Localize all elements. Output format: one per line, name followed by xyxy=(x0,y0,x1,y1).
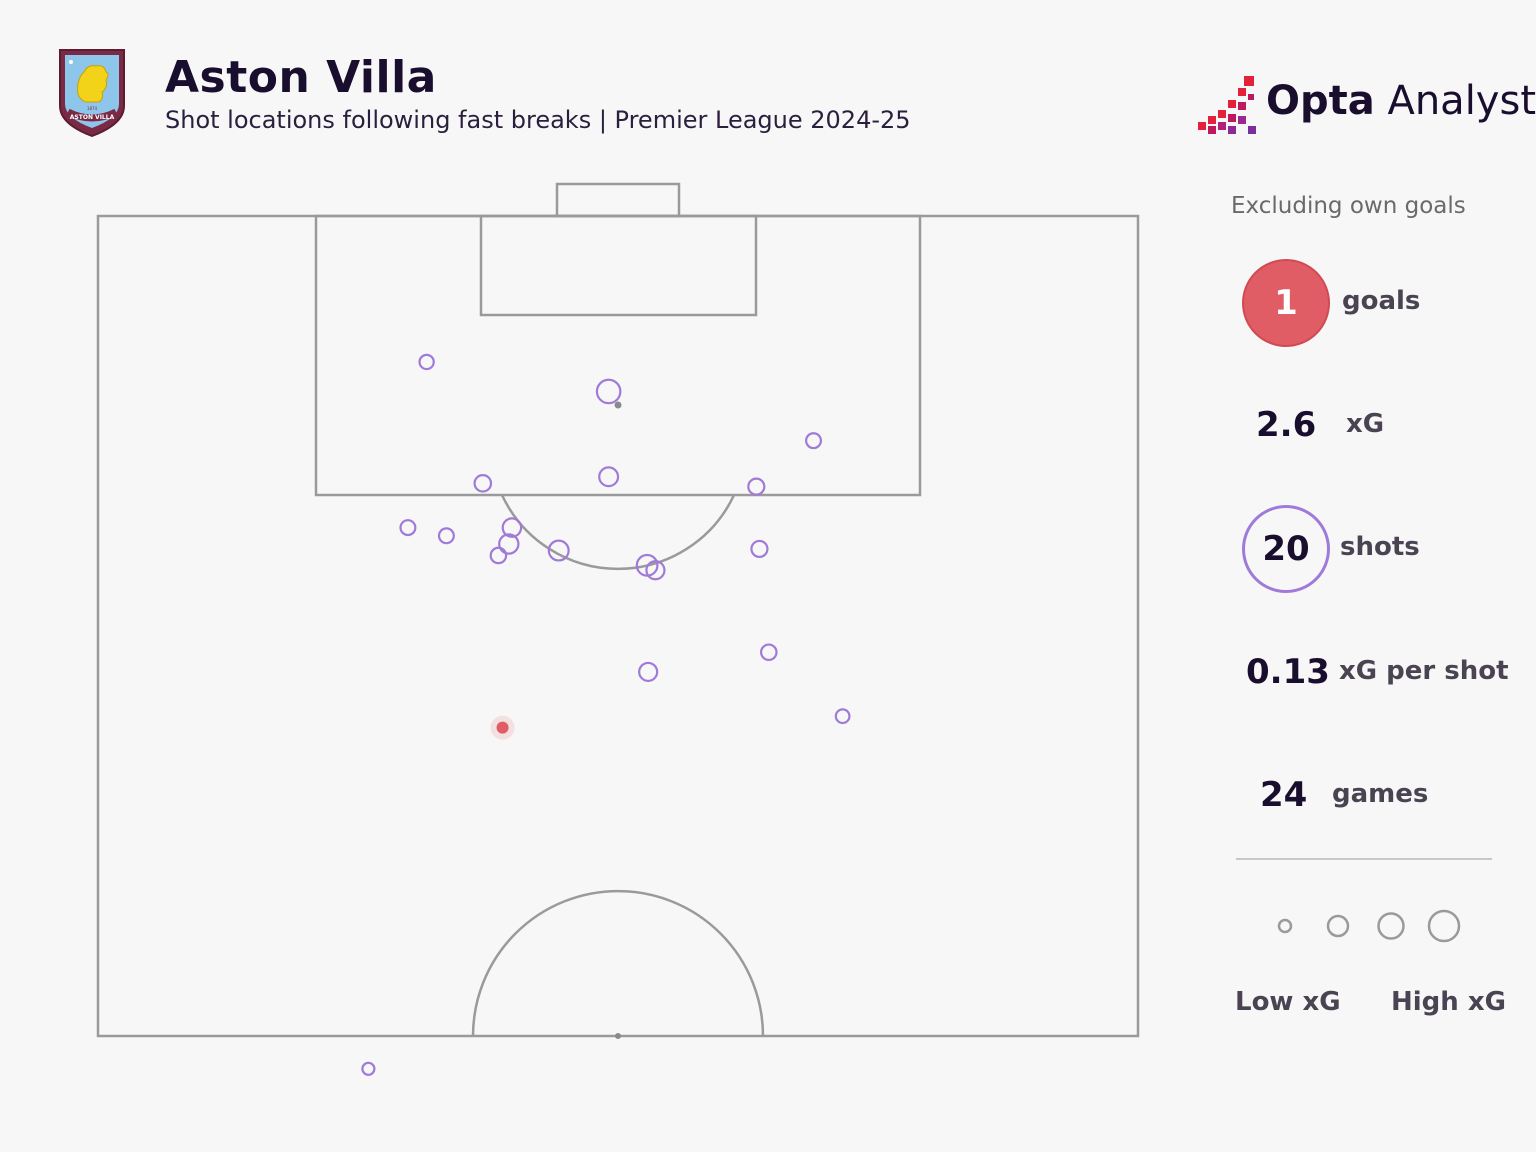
xg-label: xG xyxy=(1346,409,1385,439)
goals-badge: 1 xyxy=(1242,259,1330,347)
penalty-spot xyxy=(614,401,622,409)
shot-marker xyxy=(834,708,851,725)
goal-frame xyxy=(555,182,681,218)
pitch-outline xyxy=(96,214,1140,1038)
shot-marker xyxy=(598,466,620,488)
shot-marker xyxy=(747,477,766,496)
crest-year: 1874 xyxy=(87,106,98,111)
aston-villa-crest: ASTON VILLA 1874 xyxy=(59,49,125,138)
legend-low-label: Low xG xyxy=(1235,987,1341,1017)
logo-analyst: Analyst xyxy=(1387,78,1536,124)
shot-marker xyxy=(638,661,659,683)
goals-value: 1 xyxy=(1274,283,1298,323)
shot-marker xyxy=(645,560,666,581)
games-label: games xyxy=(1332,779,1429,809)
shot-marker xyxy=(547,539,570,562)
centre-spot xyxy=(615,1033,621,1039)
goals-label: goals xyxy=(1342,286,1421,316)
shot-marker xyxy=(750,539,769,559)
xg-value: 2.6 xyxy=(1256,405,1317,445)
logo-opta: Opta xyxy=(1266,78,1375,124)
shots-label: shots xyxy=(1340,532,1420,562)
goal-shot-marker xyxy=(496,721,509,734)
shots-layer xyxy=(361,353,851,1076)
penalty-arc xyxy=(500,494,736,571)
shot-marker xyxy=(361,1061,376,1076)
legend-circle-high xyxy=(1377,912,1405,940)
chart-title: Aston Villa xyxy=(165,52,437,103)
shots-badge: 20 xyxy=(1242,505,1330,593)
shot-marker xyxy=(418,353,435,371)
legend-divider xyxy=(1236,858,1492,860)
xg-per-shot-label: xG per shot xyxy=(1339,656,1509,686)
legend-high-label: High xG xyxy=(1391,987,1506,1017)
shot-marker xyxy=(501,517,523,538)
crest-text: ASTON VILLA xyxy=(70,114,115,121)
shot-marker xyxy=(437,527,455,545)
legend-circle-lowest xyxy=(1277,918,1293,934)
pitch-chart xyxy=(96,182,1140,1076)
shot-marker xyxy=(759,643,778,662)
shot-marker xyxy=(399,519,417,537)
xg-per-shot-value: 0.13 xyxy=(1246,652,1330,692)
centre-circle xyxy=(471,889,765,1037)
games-value: 24 xyxy=(1260,775,1308,815)
shot-marker xyxy=(498,533,520,555)
excluding-own-goals-note: Excluding own goals xyxy=(1231,193,1466,219)
shot-marker xyxy=(473,474,493,493)
opta-logo-mark xyxy=(1198,76,1256,134)
legend-circle-highest xyxy=(1427,909,1461,943)
shot-marker xyxy=(595,378,622,405)
legend-circle-low xyxy=(1326,914,1350,938)
chart-subtitle: Shot locations following fast breaks | P… xyxy=(165,106,911,134)
xg-size-legend xyxy=(1277,909,1461,943)
six-yard-box xyxy=(479,214,758,317)
shot-marker xyxy=(805,432,823,450)
penalty-area xyxy=(314,214,922,497)
opta-analyst-logo: Opta Analyst xyxy=(1266,78,1536,124)
lion-icon xyxy=(77,65,109,103)
shots-value: 20 xyxy=(1262,529,1310,569)
shot-marker xyxy=(489,546,508,565)
